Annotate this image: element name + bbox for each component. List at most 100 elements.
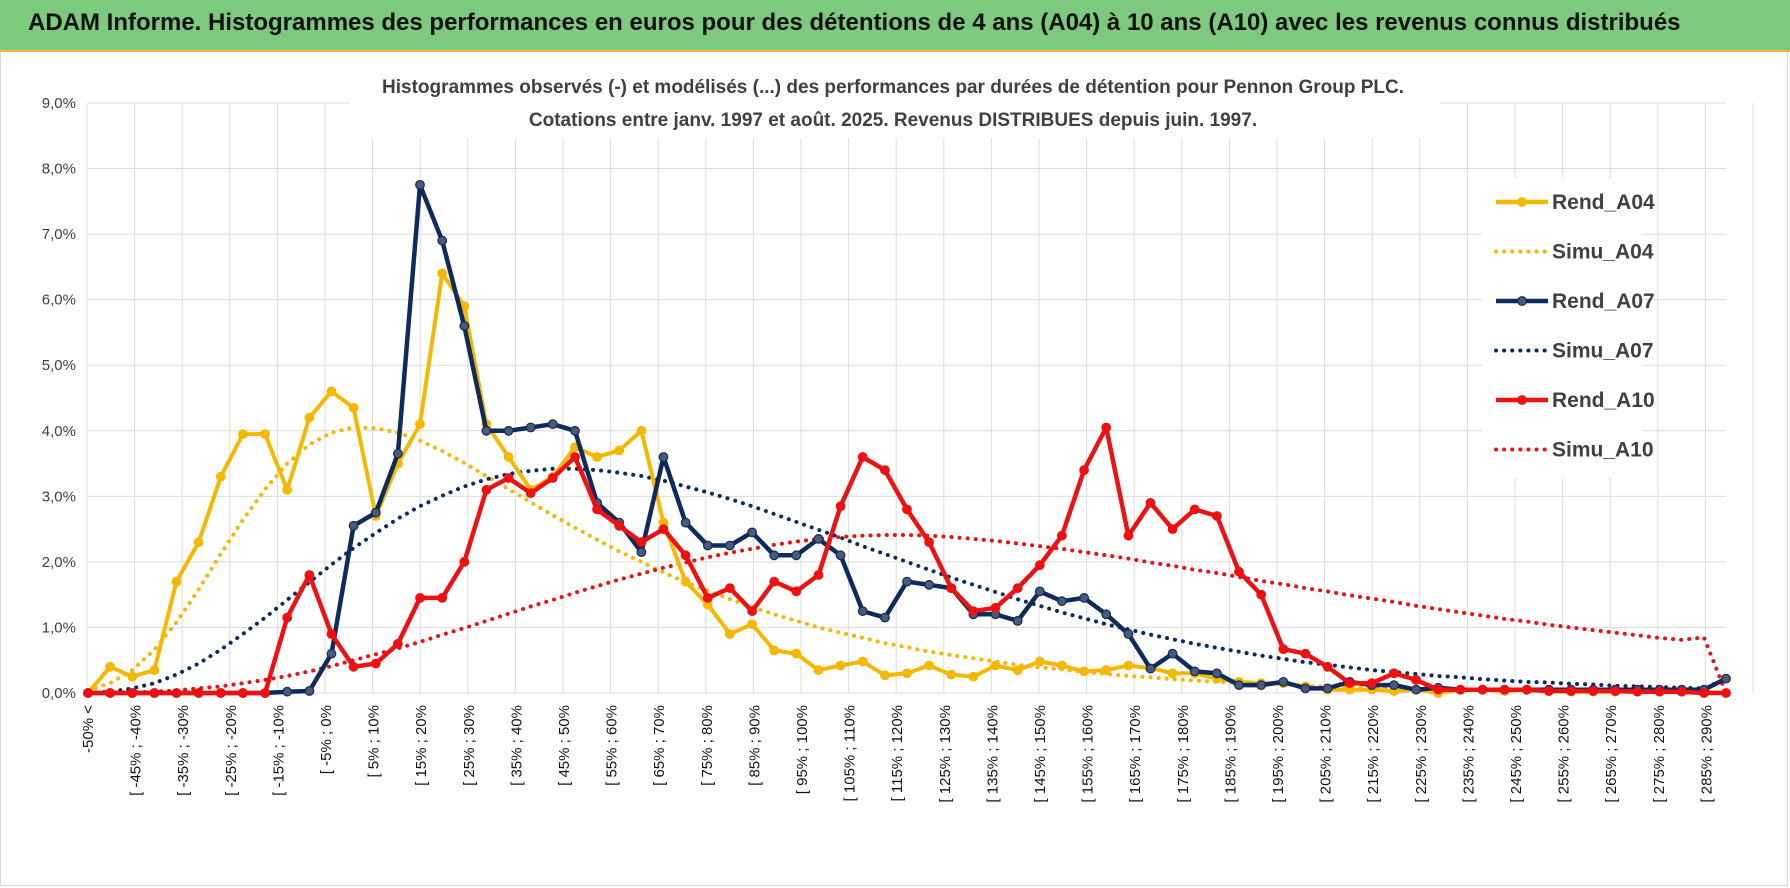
y-tick-label: 8,0%: [42, 161, 76, 178]
data-point: [193, 537, 204, 548]
data-point: [415, 419, 425, 430]
data-point: [725, 629, 735, 639]
data-point: [127, 671, 138, 682]
data-point: [614, 445, 625, 456]
data-point: [614, 520, 625, 531]
x-tick-label: [ 195% ; 200%: [1270, 705, 1287, 803]
data-point: [237, 688, 248, 698]
x-tick-label: [ 245% ; 250%: [1508, 705, 1525, 803]
data-point: [725, 540, 735, 551]
data-point: [924, 579, 934, 590]
y-tick-label: 4,0%: [42, 423, 76, 440]
data-point: [547, 473, 558, 483]
data-point: [1632, 686, 1643, 697]
series-line: [86, 533, 1728, 695]
data-point: [725, 583, 735, 593]
y-tick-label: 5,0%: [42, 357, 76, 374]
data-point: [835, 501, 846, 512]
data-point: [193, 688, 204, 698]
data-point: [105, 661, 115, 672]
data-point: [1278, 644, 1289, 654]
data-point: [857, 606, 868, 616]
data-point: [769, 576, 780, 587]
x-tick-label: [ -35% ; -30%: [175, 705, 192, 796]
data-point: [1189, 666, 1200, 677]
data-point: [1300, 648, 1311, 659]
data-point: [747, 527, 757, 538]
data-point: [835, 660, 846, 671]
data-point: [946, 669, 957, 680]
x-tick-label: [ 125% ; 130%: [937, 705, 954, 803]
data-point: [702, 593, 713, 603]
data-point: [149, 688, 160, 698]
x-tick-label: [ 55% ; 60%: [604, 705, 621, 786]
x-tick-label: [ 205% ; 210%: [1318, 705, 1335, 803]
data-point: [636, 537, 647, 548]
data-point: [215, 471, 226, 482]
x-tick-label: [ 95% ; 100%: [794, 705, 811, 794]
data-point: [1477, 684, 1488, 695]
data-point: [1145, 498, 1156, 508]
data-point: [1389, 680, 1399, 690]
data-point: [1411, 675, 1421, 685]
x-tick-label: [ -25% ; -20%: [223, 705, 240, 796]
y-tick-label: 1,0%: [42, 619, 76, 636]
data-point: [326, 629, 337, 639]
data-point: [1079, 666, 1089, 677]
data-point: [857, 452, 868, 462]
data-point: [1721, 688, 1731, 698]
x-tick-label: [ 135% ; 140%: [984, 705, 1001, 803]
data-point: [1698, 688, 1709, 698]
data-point: [304, 570, 315, 580]
y-tick-label: 9,0%: [42, 95, 76, 112]
data-point: [370, 658, 381, 669]
data-point: [503, 473, 514, 483]
data-point: [1101, 665, 1112, 675]
data-point: [1588, 686, 1599, 696]
x-tick-label: [ 255% ; 260%: [1556, 705, 1573, 803]
data-point: [769, 645, 780, 656]
data-point: [1056, 596, 1067, 607]
data-point: [83, 688, 93, 698]
y-tick-label: 6,0%: [42, 292, 76, 309]
x-tick-label: [ 65% ; 70%: [651, 705, 668, 786]
data-point: [1012, 583, 1023, 593]
data-point: [1278, 677, 1289, 687]
data-point: [747, 619, 757, 630]
data-point: [326, 386, 337, 397]
data-point: [1389, 668, 1399, 679]
header-banner: ADAM Informe. Histogrammes des performan…: [0, 0, 1790, 52]
x-tick-label: [ 145% ; 150%: [1032, 705, 1049, 803]
legend-label: Simu_A07: [1552, 340, 1654, 363]
data-point: [1721, 673, 1731, 684]
x-tick-label: [ 265% ; 270%: [1603, 705, 1620, 803]
data-point: [1145, 663, 1156, 674]
data-point: [1366, 678, 1377, 689]
data-point: [1654, 686, 1665, 697]
x-tick-label: [ 235% ; 240%: [1460, 705, 1477, 803]
data-point: [658, 524, 669, 534]
data-point: [813, 534, 824, 544]
data-point: [813, 570, 824, 580]
chart-frame: [0, 52, 1788, 886]
data-point: [171, 688, 182, 698]
series-group: [83, 179, 1731, 698]
data-point: [1079, 593, 1089, 603]
x-tick-label: [ 275% ; 280%: [1651, 705, 1668, 803]
data-point: [547, 419, 558, 430]
chart-subtitle-line-2: Cotations entre janv. 1997 et août. 2025…: [529, 110, 1257, 131]
data-point: [1322, 683, 1333, 694]
data-point: [1322, 661, 1333, 672]
x-tick-label: [ 105% ; 110%: [842, 705, 859, 801]
legend-label: Rend_A07: [1552, 290, 1655, 313]
data-point: [658, 452, 669, 462]
data-point: [525, 422, 536, 433]
data-point: [1012, 616, 1023, 626]
y-axis-labels: 0,0% 1,0% 2,0% 3,0% 4,0% 5,0% 6,0% 7,0% 8,0% 9,0%: [42, 95, 76, 702]
data-point: [393, 448, 403, 459]
data-point: [437, 268, 448, 279]
data-point: [459, 557, 470, 567]
data-point: [1034, 656, 1045, 667]
data-point: [835, 550, 846, 561]
legend-label: Rend_A04: [1552, 191, 1655, 214]
